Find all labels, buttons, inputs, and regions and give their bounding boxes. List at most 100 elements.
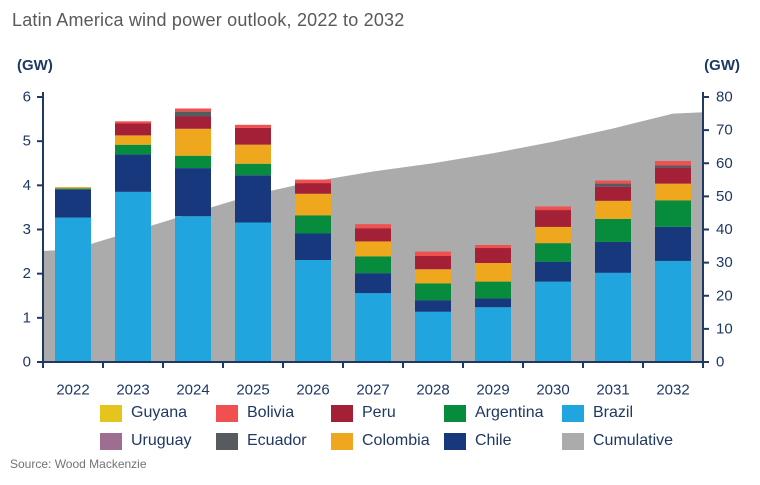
bar-segment-brazil-2022 (55, 217, 91, 362)
legend-item-argentina: Argentina (444, 404, 544, 422)
bar-segment-bolivia-2032 (655, 161, 691, 166)
legend-swatch-brazil (562, 404, 584, 422)
bar-segment-chile-2022 (55, 189, 91, 218)
bar-segment-chile-2026 (295, 233, 331, 260)
x-axis-label-2023: 2023 (116, 381, 149, 398)
bar-segment-colombia-2031 (595, 200, 631, 219)
legend-swatch-uruguay (100, 432, 122, 450)
bar-segment-brazil-2029 (475, 307, 511, 362)
legend-item-uruguay: Uruguay (100, 432, 191, 450)
bar-segment-argentina-2029 (475, 281, 511, 299)
bar-segment-argentina-2030 (535, 243, 571, 262)
legend-item-colombia: Colombia (331, 432, 430, 450)
bar-segment-bolivia-2024 (175, 108, 211, 112)
bar-segment-bolivia-2027 (355, 224, 391, 229)
bar-segment-chile-2023 (115, 154, 151, 192)
right-axis-tick-label-50: 50 (716, 188, 733, 205)
right-axis-unit-label: (GW) (704, 57, 740, 74)
legend-label-bolivia: Bolivia (247, 404, 295, 421)
x-axis-label-2031: 2031 (596, 381, 629, 398)
legend-label-uruguay: Uruguay (131, 432, 192, 449)
chart-legend: Guyana Bolivia Peru Argentina Brazil Uruguay E… (0, 0, 760, 450)
bar-segment-ecuador-2024 (175, 111, 211, 117)
x-axis-label-2028: 2028 (416, 381, 449, 398)
left-axis-unit-label: (GW) (17, 57, 53, 74)
source-note: Source: Wood Mackenzie (10, 457, 147, 471)
x-axis-label-2025: 2025 (236, 381, 269, 398)
right-axis-tick-label-40: 40 (716, 221, 733, 238)
legend-swatch-bolivia (216, 404, 238, 422)
legend-label-ecuador: Ecuador (247, 432, 307, 449)
legend-label-argentina: Argentina (475, 404, 544, 421)
bar-segment-bolivia-2031 (595, 180, 631, 184)
bar-segment-colombia-2026 (295, 193, 331, 216)
bar-segment-brazil-2031 (595, 272, 631, 362)
right-axis-tick-label-80: 80 (716, 89, 733, 106)
left-axis-tick-label-4: 4 (23, 177, 31, 194)
bar-segment-peru-2026 (295, 183, 331, 194)
x-axis-label-2026: 2026 (296, 381, 329, 398)
bar-segment-chile-2029 (475, 298, 511, 308)
bar-segment-brazil-2025 (235, 222, 271, 362)
x-axis-label-2022: 2022 (56, 381, 89, 398)
bar-segment-brazil-2024 (175, 216, 211, 362)
left-axis-tick-label-2: 2 (23, 265, 31, 282)
bar-segment-argentina-2031 (595, 218, 631, 242)
left-axis-tick-label-1: 1 (23, 309, 31, 326)
legend-item-peru: Peru (331, 404, 396, 422)
right-axis-tick-label-30: 30 (716, 254, 733, 271)
bar-segment-brazil-2030 (535, 281, 571, 362)
legend-label-colombia: Colombia (362, 432, 430, 449)
bar-segment-peru-2023 (115, 123, 151, 136)
legend-item-guyana: Guyana (100, 404, 187, 422)
legend-label-peru: Peru (362, 404, 396, 421)
x-axis-label-2030: 2030 (536, 381, 569, 398)
bar-segment-chile-2025 (235, 175, 271, 223)
bar-segment-argentina-2024 (175, 155, 211, 169)
bar-segment-chile-2032 (655, 226, 691, 261)
bar-segment-argentina-2027 (355, 256, 391, 274)
bar-segment-brazil-2032 (655, 260, 691, 362)
x-axis-label-2027: 2027 (356, 381, 389, 398)
right-axis-tick-label-20: 20 (716, 287, 733, 304)
bar-segment-bolivia-2026 (295, 179, 331, 184)
bar-segment-ecuador-2031 (595, 183, 631, 187)
bar-segment-colombia-2024 (175, 128, 211, 156)
left-axis-tick-label-5: 5 (23, 133, 31, 150)
bar-segment-chile-2031 (595, 241, 631, 273)
bar-segment-colombia-2025 (235, 144, 271, 164)
legend-item-cumulative: Cumulative (562, 432, 673, 450)
bar-segment-colombia-2027 (355, 241, 391, 257)
legend-label-brazil: Brazil (593, 404, 634, 421)
bar-segment-peru-2032 (655, 167, 691, 184)
bar-segment-colombia-2028 (415, 269, 451, 284)
legend-swatch-ecuador (216, 432, 238, 450)
bar-segment-argentina-2028 (415, 283, 451, 301)
bar-segment-argentina-2023 (115, 144, 151, 155)
bar-segment-colombia-2023 (115, 135, 151, 145)
bar-segment-peru-2030 (535, 210, 571, 227)
legend-item-ecuador: Ecuador (216, 432, 307, 450)
bar-segment-argentina-2032 (655, 200, 691, 227)
bar-segment-chile-2028 (415, 300, 451, 312)
bar-segment-chile-2030 (535, 261, 571, 282)
legend-label-cumulative: Cumulative (593, 432, 674, 449)
left-axis-tick-label-0: 0 (23, 354, 31, 371)
bar-segment-peru-2029 (475, 248, 511, 263)
legend-label-chile: Chile (475, 432, 512, 449)
bar-segment-argentina-2025 (235, 163, 271, 176)
legend-item-bolivia: Bolivia (216, 404, 294, 422)
legend-swatch-chile (444, 432, 466, 450)
bar-segment-brazil-2026 (295, 260, 331, 362)
bar-segment-colombia-2022 (55, 187, 91, 189)
bar-segment-bolivia-2025 (235, 124, 271, 128)
x-axis-label-2032: 2032 (656, 381, 689, 398)
legend-swatch-argentina (444, 404, 466, 422)
bar-segment-chile-2024 (175, 168, 211, 217)
bar-segment-argentina-2022 (55, 188, 91, 190)
chart-title: Latin America wind power outlook, 2022 t… (12, 10, 405, 30)
bar-segment-peru-2031 (595, 186, 631, 201)
bar-segment-argentina-2026 (295, 215, 331, 234)
